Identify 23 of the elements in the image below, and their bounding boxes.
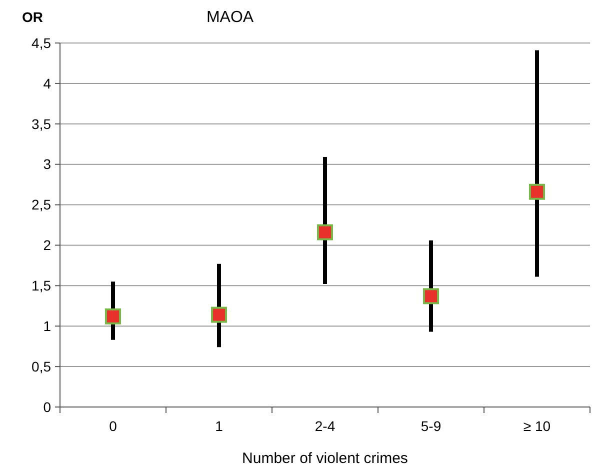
y-tick-label: 2 (43, 237, 52, 254)
y-tick-label: 0 (43, 398, 52, 415)
point (529, 184, 545, 200)
y-tick-label: 4 (43, 75, 52, 92)
point (423, 288, 439, 304)
y-tick-label: 3,5 (32, 116, 52, 132)
y-tick-label: 3 (43, 156, 52, 172)
chart-title: MAOA (206, 9, 254, 26)
y-tick-label: 1 (43, 318, 52, 334)
y-tick-label: 0,5 (32, 358, 52, 374)
y-tick-label: 2,5 (32, 196, 52, 213)
x-tick-label: ≥ 10 (523, 418, 551, 434)
y-tick-label: 1,5 (32, 278, 52, 294)
x-tick-label: 0 (109, 418, 118, 434)
x-tick-label: 1 (215, 418, 224, 434)
point (105, 308, 121, 324)
point (317, 224, 333, 240)
x-tick-label: 5-9 (420, 418, 442, 434)
x-tick-label: 2-4 (314, 418, 336, 434)
y-axis-title: OR (22, 9, 43, 25)
y-tick-label: 4,5 (32, 34, 52, 51)
point (211, 306, 227, 323)
x-axis-title: Number of violent crimes (242, 450, 408, 467)
